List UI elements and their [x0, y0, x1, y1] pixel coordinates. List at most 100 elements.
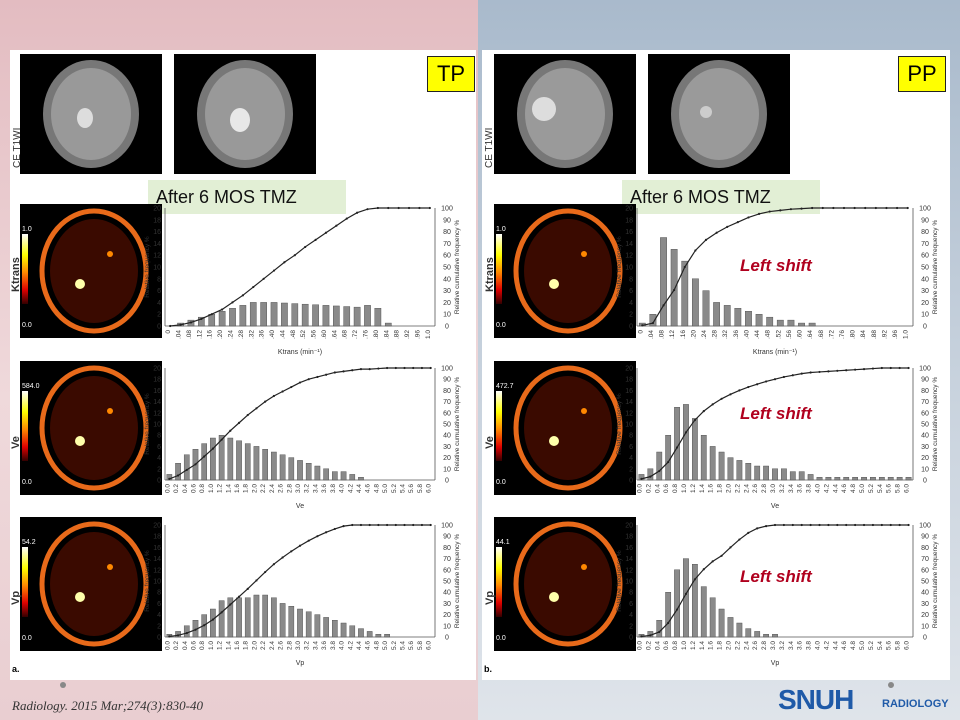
bar: [665, 435, 672, 481]
y-tick-label: 18: [153, 534, 161, 541]
colorbar-min: 0.0: [496, 635, 506, 642]
cumulative-point: [704, 238, 708, 241]
cumulative-point: [351, 369, 354, 372]
cumulative-point: [385, 523, 389, 527]
cumulative-point: [827, 523, 830, 527]
cumulative-point: [397, 206, 400, 210]
y2-tick-label: 90: [921, 534, 929, 541]
bar: [736, 622, 743, 638]
x-tick-label: .92: [881, 330, 888, 339]
x-tick-label: .72: [352, 330, 359, 339]
cumulative-point: [290, 385, 293, 389]
y2-tick-label: 70: [921, 399, 929, 406]
cumulative-point: [325, 373, 328, 376]
y2-tick-label: 40: [921, 433, 929, 440]
x-tick-label: 1.4: [699, 641, 706, 650]
cumulative-point: [176, 634, 180, 637]
x-tick-label: .60: [321, 330, 328, 339]
left-shift-label: Left shift: [740, 404, 812, 423]
bar: [349, 625, 356, 638]
y2-tick-label: 70: [443, 556, 451, 563]
y2-tick-label: 0: [923, 635, 927, 642]
bar: [291, 303, 299, 327]
bar: [798, 471, 805, 481]
bar: [353, 306, 361, 327]
y-tick-label: 10: [625, 422, 633, 429]
y2-tick-label: 10: [921, 312, 929, 319]
cumulative-point: [862, 368, 866, 371]
colorbar-min: 0.0: [22, 635, 32, 642]
cumulative-point: [262, 277, 265, 280]
bar: [281, 302, 288, 327]
cumulative-point: [789, 208, 793, 211]
bar: [314, 614, 321, 638]
y-tick-label: 0: [157, 478, 161, 485]
cumulative-point: [779, 209, 782, 212]
x-tick-label: 5.8: [895, 641, 902, 650]
bar: [683, 404, 689, 481]
bar: [670, 249, 678, 327]
x-tick-label: 5.6: [408, 641, 415, 650]
bar: [322, 305, 330, 327]
cumulative-point: [871, 523, 875, 527]
x-tick-label: 6.0: [426, 484, 433, 493]
cumulative-point: [359, 523, 363, 527]
cumulative-point: [895, 206, 899, 210]
cumulative-point: [702, 568, 705, 571]
bar: [808, 322, 816, 327]
y-tick-label: 14: [153, 399, 161, 406]
y-tick-label: 6: [629, 444, 633, 451]
cumulative-point: [345, 217, 348, 220]
cumulative-point: [800, 523, 803, 527]
x-tick-label: .08: [659, 330, 666, 339]
bar: [358, 628, 364, 638]
bar: [262, 449, 268, 481]
x-tick-label: 1.2: [690, 641, 697, 650]
x-tick-label: 5.6: [408, 484, 415, 493]
y-tick-label: 12: [625, 410, 633, 417]
x-tick-label: 3.8: [330, 641, 337, 650]
y2-tick-label: 20: [443, 455, 451, 462]
cumulative-point: [359, 368, 363, 371]
cumulative-point: [333, 371, 336, 374]
cumulative-point: [880, 366, 883, 370]
y-tick-label: 8: [157, 433, 161, 440]
x-tick-label: 4.0: [339, 484, 346, 493]
cumulative-point: [368, 523, 371, 527]
y-tick-label: 8: [629, 590, 633, 597]
y-tick-label: 20: [625, 523, 633, 530]
cumulative-point: [264, 570, 267, 574]
x-tick-label: 3.4: [788, 641, 795, 650]
cumulative-point: [800, 207, 803, 210]
x-tick-label: 0.6: [663, 484, 670, 493]
colorbar: [496, 234, 502, 304]
bar: [305, 463, 312, 481]
cumulative-point: [757, 212, 761, 215]
bar: [314, 465, 321, 481]
x-tick-label: 0.0: [636, 641, 643, 650]
x-tick-label: 3.6: [321, 484, 328, 493]
y2-tick-label: 90: [443, 534, 451, 541]
x-tick-label: 0.2: [173, 484, 180, 493]
y2-tick-label: 50: [921, 422, 929, 429]
y-tick-label: 6: [157, 444, 161, 451]
cumulative-point: [845, 523, 848, 527]
colorbar-max: 584.0: [22, 383, 40, 390]
bar: [754, 465, 761, 481]
x-tick-label: 3.4: [312, 641, 319, 650]
x-tick-label: .84: [860, 330, 867, 339]
y-tick-label: 4: [157, 455, 161, 462]
x-tick-label: 4.4: [832, 641, 839, 650]
parametric-map: [20, 517, 162, 651]
y-axis-label: Relative frequency %: [144, 236, 151, 298]
cumulative-point: [394, 523, 397, 527]
cumulative-point: [272, 394, 275, 398]
x-tick-label: 0.2: [173, 641, 180, 650]
cumulative-point: [403, 523, 406, 527]
y-tick-label: 16: [153, 545, 161, 552]
bar: [754, 631, 761, 638]
bar: [210, 437, 216, 481]
x-tick-label: .88: [871, 330, 878, 339]
x-tick-label: 2.2: [260, 484, 267, 493]
bar: [647, 468, 654, 481]
